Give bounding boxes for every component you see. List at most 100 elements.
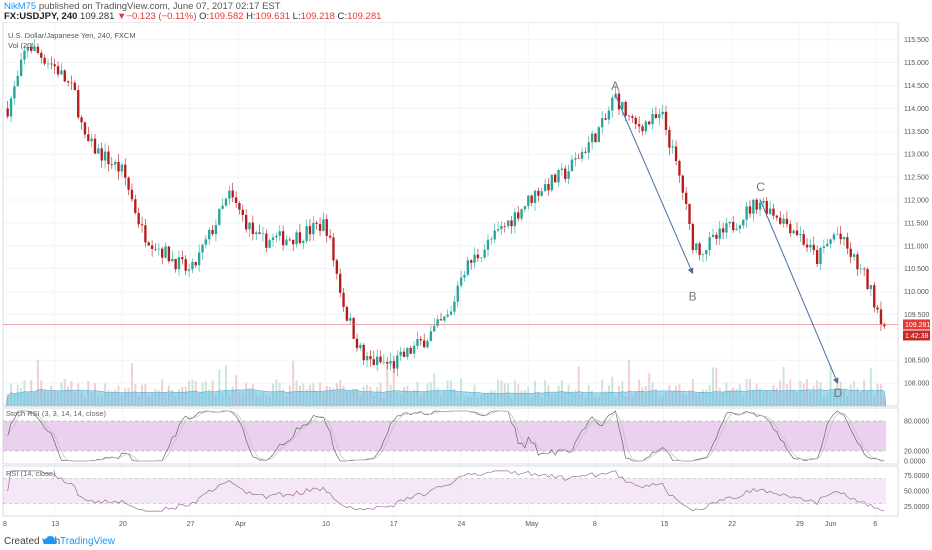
candle-body — [271, 237, 275, 241]
candle-body — [204, 239, 208, 245]
candle-body — [93, 138, 97, 154]
candle — [33, 39, 36, 52]
candle-body — [869, 285, 873, 289]
candle-body — [721, 228, 725, 233]
candle — [402, 348, 406, 358]
candle — [93, 134, 97, 155]
candle — [601, 110, 604, 135]
price-tick-label: 110.500 — [904, 266, 929, 273]
candle — [634, 115, 637, 130]
candle-body — [265, 233, 268, 248]
candle-body — [654, 114, 658, 118]
rsi-tick-label: 50.0000 — [904, 489, 929, 496]
candle-body — [261, 233, 265, 235]
candle — [721, 222, 725, 240]
candle — [453, 295, 456, 316]
candle-body — [779, 217, 782, 224]
candle — [36, 43, 40, 55]
candle — [681, 174, 684, 200]
candle-body — [164, 246, 167, 258]
chart-canvas[interactable]: A B C D 115.500 115.000 114.500 114.000 113.500… — [0, 22, 932, 532]
candle-body — [429, 331, 433, 342]
candle-body — [191, 261, 194, 270]
tradingview-link[interactable]: TradingView — [60, 536, 116, 547]
time-tick-label: 24 — [458, 521, 466, 528]
candle-body — [40, 52, 43, 58]
close-label: C: — [334, 11, 348, 22]
candle-body — [238, 202, 241, 210]
candle-body — [866, 269, 869, 289]
high-value: 109.631 — [255, 11, 291, 22]
candle — [224, 197, 228, 207]
candle-body — [328, 235, 332, 238]
volume-label: Vol (20) — [8, 41, 34, 50]
candle-body — [527, 195, 530, 207]
wave-label-c: C — [756, 180, 765, 194]
symbol-name[interactable]: FX:USDJPY, 240 — [4, 11, 78, 22]
candle — [658, 108, 661, 126]
candle — [359, 342, 362, 351]
time-tick-label: 17 — [390, 521, 398, 528]
candle — [779, 210, 782, 225]
volume-bar — [782, 366, 785, 406]
candle — [742, 219, 745, 229]
candle-body — [214, 224, 218, 235]
candle — [624, 100, 627, 121]
candle — [83, 121, 87, 139]
candle-body — [782, 218, 785, 224]
candle — [883, 322, 886, 330]
candle — [587, 135, 590, 160]
candle — [140, 216, 144, 233]
candle — [543, 178, 547, 192]
volume-bar — [611, 376, 614, 406]
candle-body — [799, 234, 802, 235]
candle-body — [87, 134, 90, 142]
candle-body — [772, 208, 775, 216]
candle-body — [369, 356, 372, 360]
candle-body — [359, 344, 362, 349]
rsi-line — [7, 470, 885, 512]
candle-body — [184, 259, 187, 271]
candle — [40, 50, 43, 64]
candle — [664, 105, 668, 136]
candle — [701, 252, 705, 263]
candle — [218, 208, 221, 226]
candle-body — [540, 191, 543, 196]
candle — [862, 266, 866, 276]
author-link[interactable]: NikM75 — [4, 1, 37, 12]
trend-arrows[interactable] — [614, 94, 839, 385]
candle — [678, 159, 681, 183]
candle-body — [658, 114, 661, 118]
candle-body — [567, 171, 570, 179]
candle-body — [621, 101, 624, 110]
candle — [503, 222, 506, 233]
candle — [130, 183, 134, 203]
candle — [842, 236, 846, 246]
rsi-label: RSI (14, close) — [6, 469, 56, 478]
candle — [789, 220, 792, 237]
candle — [446, 309, 449, 318]
candle — [829, 238, 832, 249]
open-label: O: — [196, 11, 210, 22]
candle — [197, 244, 201, 272]
candle — [718, 220, 721, 246]
candle-body — [839, 233, 842, 240]
candlestick-series[interactable] — [6, 39, 886, 377]
candle-body — [842, 237, 846, 240]
time-axis[interactable]: 8 13 20 27 Apr 10 17 24 May 8 15 22 29 Jun 6 — [3, 521, 877, 528]
candle-body — [409, 347, 412, 354]
volume-bar — [433, 373, 436, 406]
candle — [802, 229, 805, 247]
price-tick-label: 108.000 — [904, 381, 929, 388]
candle-body — [547, 184, 550, 191]
time-tick-label: 29 — [796, 521, 804, 528]
candle-body — [728, 221, 731, 224]
candle-body — [181, 257, 184, 260]
wave-label-b: B — [689, 290, 697, 304]
candle — [167, 245, 171, 264]
candle-body — [664, 111, 668, 130]
candle — [533, 189, 537, 211]
candle — [308, 218, 312, 242]
candle — [809, 239, 812, 253]
candle-body — [560, 168, 564, 170]
